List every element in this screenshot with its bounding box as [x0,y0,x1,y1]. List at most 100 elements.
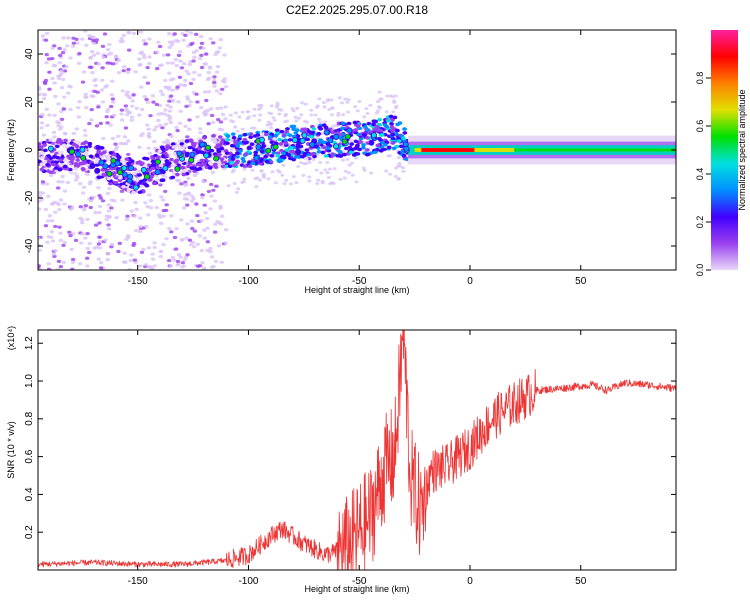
figure-title: C2E2.2025.295.07.00.R18 [286,3,428,17]
spectrogram-speckle [169,214,174,218]
spectrogram-speckle [190,240,195,245]
spectrogram-speckle [269,104,274,108]
spectrogram-speckle [61,36,66,40]
spectrogram-speckle [182,258,188,262]
spectrogram-speckle [144,97,149,102]
spectrogram-ridge-cell [225,141,230,146]
spectrogram-speckle [271,116,276,120]
spectrogram-speckle [113,142,118,146]
spectrogram-blob [154,158,161,165]
spectrogram-speckle [191,59,196,63]
x-tick-label: 50 [575,276,587,287]
spectrogram-speckle [139,50,145,54]
spectrogram-speckle [377,90,382,94]
spectrogram-speckle [192,173,197,177]
spectrogram-speckle [97,194,102,198]
spectrogram-speckle [82,128,88,132]
spectrogram-speckle [201,179,206,184]
spectrogram-speckle [110,62,116,66]
spectrogram-ridge-cell [237,140,243,145]
spectrogram-speckle [64,65,69,69]
spectrogram-ridge-cell [207,166,213,170]
spectrogram-ridge-cell [259,149,265,154]
spectrogram-ridge-cell [75,148,80,153]
spectrogram-speckle [170,88,175,92]
spectrogram-speckle [302,119,307,123]
spectrogram-blob [94,167,101,174]
spectrogram-speckle [133,229,139,233]
spectrogram-speckle [325,171,330,175]
x-tick-label: 50 [575,576,587,587]
spectrogram-ridge-cell [108,151,114,155]
spectrogram-speckle [396,176,401,180]
spectrogram-speckle [179,238,185,242]
spectrogram-speckle [294,119,299,123]
spectrogram-blob [127,173,134,180]
spectrogram-ridge-cell [342,152,348,157]
spectrogram-speckle [38,243,42,248]
spectrogram-speckle [141,53,147,57]
spectrogram-speckle [177,75,183,79]
spectrogram-speckle [97,239,103,244]
spectrogram-speckle [109,242,115,246]
spectrogram-blob [333,133,340,140]
spectrogram-speckle [56,180,61,184]
x-tick-label: -50 [352,576,367,587]
spectrogram-speckle [80,232,85,236]
spectrogram-ridge-cell [87,141,93,146]
spectrogram-speckle [195,100,200,104]
spectrogram-speckle [119,118,125,122]
spectrogram-ridge-cell [110,166,116,171]
spectrogram-speckle [277,112,282,116]
spectrogram-ridge-cell [261,144,267,148]
spectrogram-speckle [91,53,97,57]
spectrogram-speckle [180,265,185,269]
spectrogram-speckle [47,113,52,117]
x-tick-label: -100 [238,276,258,287]
spectrogram-speckle [109,93,115,97]
spectrogram-speckle [39,121,45,125]
spectrogram-speckle [197,234,203,238]
spectrogram-ridge-cell [392,115,398,120]
spectrogram-speckle [167,109,173,113]
spectrogram-ridge-cell [377,117,383,122]
spectrogram-speckle [122,251,127,255]
spectrogram-ridge-cell [390,136,396,141]
spectrogram-speckle [181,38,186,42]
spectrogram-speckle [307,161,312,165]
spectrogram-speckle [137,113,142,117]
spectrogram-speckle [316,178,321,182]
spectrogram-ridge-cell [375,143,381,148]
spectrogram-speckle [53,94,58,98]
spectrogram-speckle [61,260,67,265]
spectrogram-ridge-cell [138,184,144,189]
spectrogram-speckle [143,201,148,205]
spectrogram-speckle [81,185,87,189]
spectrogram-speckle [175,259,181,264]
spectrogram-speckle [84,43,89,47]
spectrogram-speckle [154,102,160,107]
spectrogram-speckle [210,170,216,175]
spectrogram-ridge-cell [402,131,408,135]
spectrogram-speckle [142,94,148,99]
spectrogram-speckle [44,53,49,57]
spectrogram-speckle [223,117,228,121]
spectrogram-ridge-cell [121,184,127,189]
spectrogram-ridge-cell [295,134,301,138]
spectrogram-speckle [45,219,51,223]
spectrogram-speckle [222,53,227,57]
spectrogram-speckle [183,182,189,187]
spectrogram-speckle [185,222,190,226]
spectrogram-ridge-cell [382,143,388,147]
spectrogram-ridge-cell [174,158,180,163]
spectrogram-ridge-cell [216,148,222,152]
spectrogram-speckle [145,123,150,127]
spectrogram-blob [144,173,151,180]
spectrogram-speckle [154,125,159,129]
spectrogram-speckle [147,151,153,155]
spectrogram-speckle [229,147,234,151]
spectrogram-speckle [284,178,289,182]
spectrogram-speckle [266,120,271,124]
spectrogram-ridge-cell [275,151,281,155]
spectrogram-ridge-cell [132,171,137,176]
